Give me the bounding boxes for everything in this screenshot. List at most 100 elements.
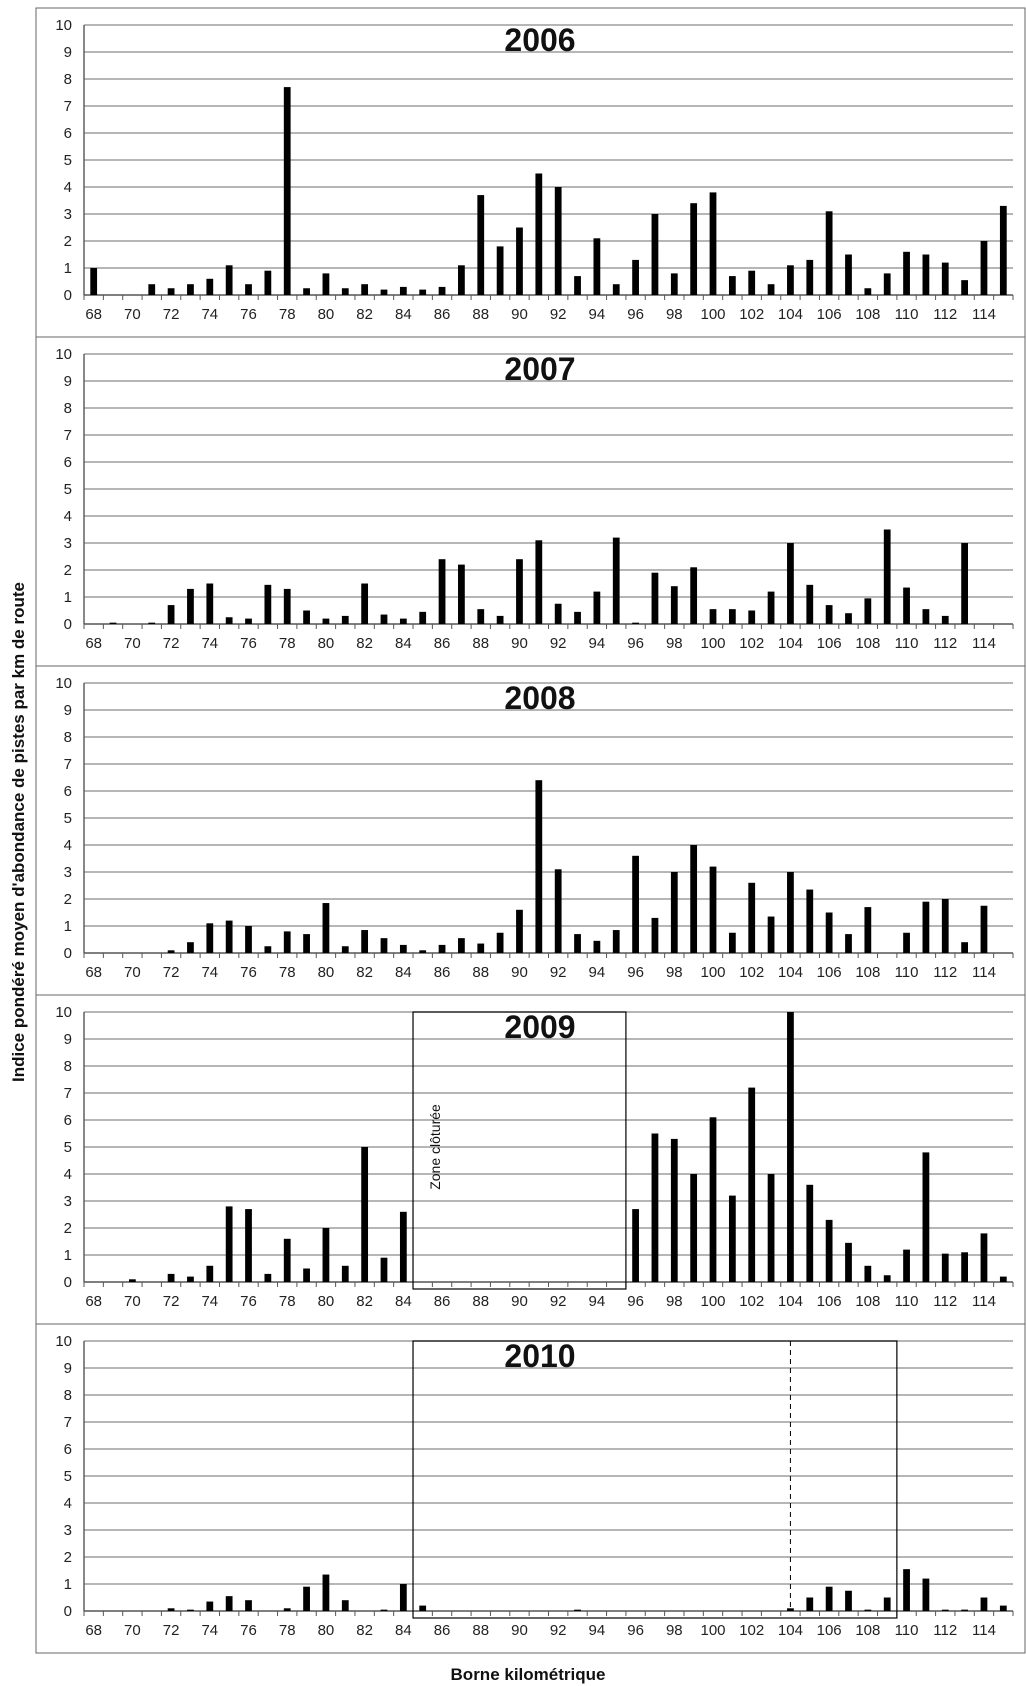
bar	[709, 192, 717, 295]
bar	[322, 618, 330, 624]
x-tick-label: 100	[700, 1293, 725, 1310]
zone-box	[412, 1011, 627, 1290]
bar	[206, 583, 214, 624]
bar	[632, 855, 639, 953]
x-tick-label: 70	[124, 1293, 141, 1310]
y-tick-label: 1	[64, 918, 72, 935]
bar	[980, 905, 988, 953]
x-tick-label: 100	[700, 1622, 725, 1639]
bar	[864, 288, 872, 295]
x-tick-label: 74	[201, 964, 218, 981]
x-tick-label: 108	[855, 1293, 880, 1310]
bar	[787, 872, 794, 953]
zone-label: Zone clôturée	[427, 1104, 443, 1190]
bar	[748, 270, 756, 295]
bar	[612, 537, 620, 624]
bar	[632, 622, 639, 624]
x-tick-label: 78	[279, 635, 296, 652]
y-tick-label: 1	[64, 589, 72, 606]
bar	[264, 1273, 272, 1282]
bar	[303, 288, 310, 295]
bar	[322, 1574, 330, 1611]
x-tick-label: 72	[163, 1293, 180, 1310]
bar	[825, 912, 833, 953]
x-tick-label: 94	[589, 635, 606, 652]
bar	[399, 1211, 407, 1282]
x-tick-label: 102	[739, 964, 764, 981]
y-tick-label: 3	[64, 1522, 72, 1539]
x-tick-label: 106	[817, 1622, 842, 1639]
y-tick-label: 0	[64, 616, 72, 633]
bar	[341, 1265, 349, 1282]
x-tick-label: 100	[700, 306, 725, 323]
y-tick-label: 5	[64, 1139, 72, 1156]
bar	[283, 931, 291, 953]
bar	[980, 241, 988, 295]
panel-title: 2008	[504, 680, 575, 716]
bar	[864, 1609, 872, 1611]
bar	[651, 214, 659, 295]
bar	[399, 944, 407, 953]
x-tick-label: 88	[472, 635, 489, 652]
x-tick-label: 68	[85, 964, 102, 981]
x-tick-label: 104	[778, 635, 803, 652]
bar	[419, 1605, 427, 1611]
bar	[535, 173, 543, 295]
x-tick-label: 76	[240, 635, 257, 652]
bar	[922, 901, 930, 953]
bar	[593, 940, 601, 953]
x-tick-label: 102	[739, 306, 764, 323]
y-tick-label: 0	[64, 287, 72, 304]
x-tick-label: 102	[739, 1622, 764, 1639]
panel-title: 2009	[504, 1009, 575, 1045]
x-tick-label: 74	[201, 1293, 218, 1310]
x-tick-label: 98	[666, 1293, 683, 1310]
bar	[399, 286, 407, 295]
bar	[283, 87, 291, 295]
bar	[458, 938, 465, 953]
bar	[845, 613, 852, 624]
y-tick-label: 4	[64, 1495, 72, 1512]
x-tick-label: 112	[933, 964, 957, 981]
bar	[961, 1252, 969, 1282]
bar	[883, 529, 891, 624]
bar	[941, 1609, 949, 1611]
bar	[787, 1012, 794, 1282]
bar	[361, 583, 369, 624]
bar	[980, 1597, 988, 1611]
x-tick-label: 108	[855, 964, 880, 981]
bar	[148, 284, 156, 295]
x-tick-label: 104	[778, 964, 803, 981]
bar	[903, 1569, 910, 1611]
bar	[903, 251, 910, 295]
bar	[167, 1608, 175, 1611]
bar	[593, 591, 601, 624]
bar	[612, 930, 620, 953]
bar	[554, 869, 562, 953]
y-tick-label: 7	[64, 1085, 72, 1102]
bar	[864, 1265, 872, 1282]
bar	[709, 866, 717, 953]
x-tick-label: 114	[972, 635, 996, 652]
bar	[361, 284, 369, 295]
bar	[399, 618, 407, 624]
y-tick-label: 4	[64, 1166, 72, 1183]
bar	[361, 1147, 369, 1282]
bar	[225, 617, 233, 624]
x-tick-label: 84	[395, 1293, 412, 1310]
bar	[651, 917, 659, 953]
y-tick-label: 2	[64, 1220, 72, 1237]
x-tick-label: 72	[163, 306, 180, 323]
bar	[496, 246, 504, 295]
bar	[187, 284, 194, 295]
y-tick-label: 9	[64, 1360, 72, 1377]
x-tick-label: 80	[318, 635, 335, 652]
x-tick-label: 80	[318, 1622, 335, 1639]
x-tick-label: 108	[855, 635, 880, 652]
bar	[477, 195, 485, 295]
bar	[845, 1242, 852, 1282]
x-tick-label: 72	[163, 1622, 180, 1639]
panel-title: 2010	[504, 1338, 575, 1374]
x-tick-label: 106	[817, 964, 842, 981]
